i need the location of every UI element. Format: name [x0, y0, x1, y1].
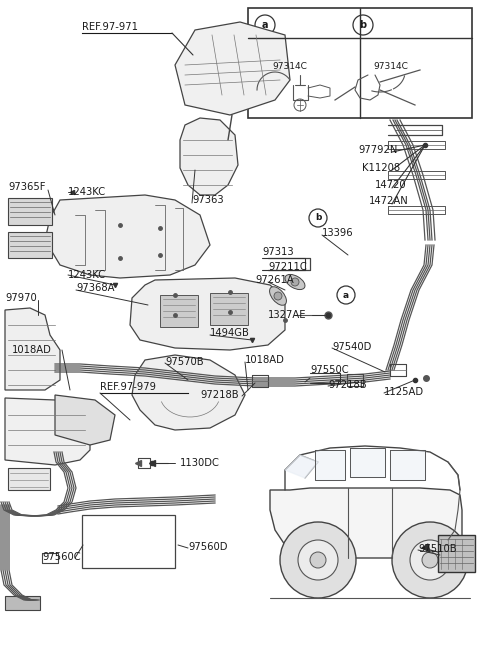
Text: a: a [262, 20, 268, 30]
Polygon shape [5, 398, 90, 465]
Text: REF.97-971: REF.97-971 [82, 22, 138, 32]
Text: 1472AN: 1472AN [369, 196, 409, 206]
Circle shape [298, 540, 338, 580]
Text: 97365F: 97365F [8, 182, 46, 192]
Polygon shape [438, 535, 475, 572]
Circle shape [291, 278, 299, 286]
Polygon shape [210, 293, 248, 325]
Text: 97550C: 97550C [310, 365, 348, 375]
Ellipse shape [270, 287, 287, 305]
Text: 97560C: 97560C [42, 552, 81, 562]
Text: a: a [343, 291, 349, 300]
Text: 97218B: 97218B [200, 390, 239, 400]
Text: 97314C: 97314C [272, 62, 307, 71]
Polygon shape [285, 455, 318, 478]
Text: REF.97-979: REF.97-979 [100, 382, 156, 392]
Circle shape [422, 552, 438, 568]
Polygon shape [8, 468, 50, 490]
Polygon shape [132, 355, 245, 430]
Text: 97510B: 97510B [418, 544, 456, 554]
Ellipse shape [285, 274, 305, 289]
Text: 1327AE: 1327AE [268, 310, 307, 320]
Text: 97211C: 97211C [268, 262, 307, 272]
Text: 97314C: 97314C [373, 62, 408, 71]
Text: 97570B: 97570B [165, 357, 204, 367]
Text: 97970: 97970 [5, 293, 37, 303]
Text: 97261A: 97261A [255, 275, 294, 285]
Polygon shape [270, 488, 462, 558]
Polygon shape [55, 395, 115, 445]
Polygon shape [180, 118, 238, 195]
Polygon shape [175, 22, 290, 115]
Text: 97313: 97313 [262, 247, 294, 257]
Circle shape [410, 540, 450, 580]
Text: 1494GB: 1494GB [210, 328, 250, 338]
Text: 97368A: 97368A [76, 283, 115, 293]
Text: 97560D: 97560D [188, 542, 228, 552]
Text: 1125AD: 1125AD [384, 387, 424, 397]
Polygon shape [5, 308, 60, 390]
Polygon shape [8, 198, 52, 225]
Text: K11208: K11208 [362, 163, 400, 173]
Text: 14720: 14720 [375, 180, 407, 190]
Text: b: b [360, 20, 367, 30]
Circle shape [280, 522, 356, 598]
Polygon shape [390, 450, 425, 480]
Text: 1018AD: 1018AD [12, 345, 52, 355]
Polygon shape [5, 596, 40, 610]
Polygon shape [350, 448, 385, 477]
Polygon shape [130, 278, 285, 350]
Text: 1018AD: 1018AD [245, 355, 285, 365]
Polygon shape [45, 195, 210, 278]
Text: 97540D: 97540D [332, 342, 372, 352]
Circle shape [392, 522, 468, 598]
Text: 97363: 97363 [192, 195, 224, 205]
Circle shape [310, 552, 326, 568]
Text: 13396: 13396 [322, 228, 354, 238]
Text: b: b [315, 213, 321, 222]
Polygon shape [8, 232, 52, 258]
Text: 97792N: 97792N [358, 145, 397, 155]
Text: 97218B: 97218B [328, 380, 367, 390]
Text: 1243KC: 1243KC [68, 270, 106, 280]
Polygon shape [315, 450, 345, 480]
Polygon shape [422, 544, 430, 552]
Text: 1130DC: 1130DC [180, 458, 220, 468]
Text: 1243KC: 1243KC [68, 187, 106, 197]
Bar [248, 8, 472, 118]
Polygon shape [160, 295, 198, 327]
Circle shape [274, 292, 282, 300]
